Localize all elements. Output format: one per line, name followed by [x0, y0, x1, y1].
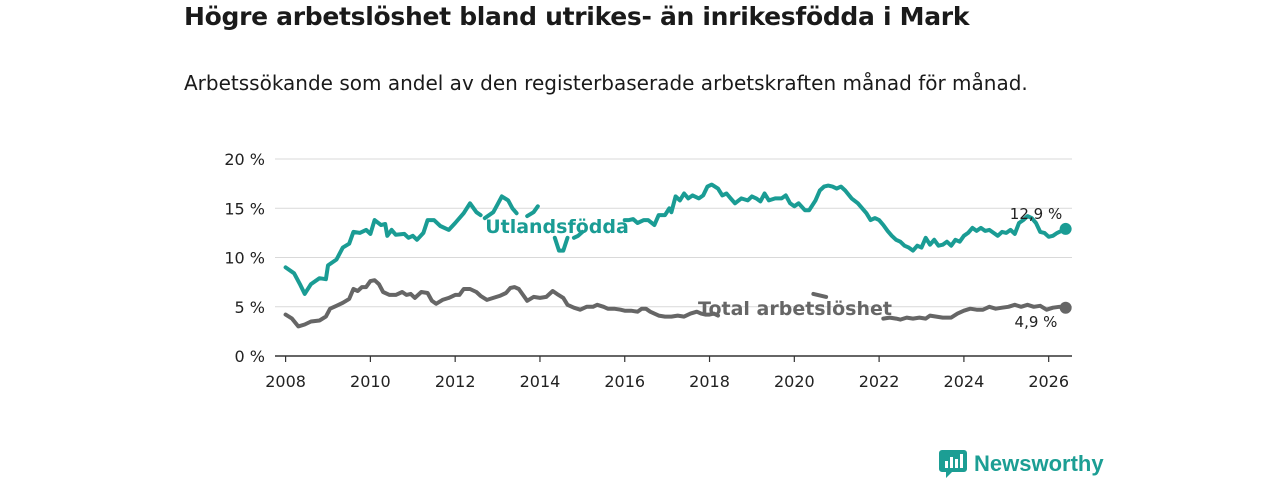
- series-line-utlandsfodda: [283, 182, 1068, 296]
- x-tick-label: 2022: [859, 372, 900, 391]
- x-tick-label: 2014: [520, 372, 561, 391]
- end-label-total: 4,9 %: [1015, 313, 1058, 331]
- x-tick-label: 2012: [435, 372, 476, 391]
- end-label-utlandsfodda: 12,9 %: [1010, 205, 1062, 223]
- x-tick-label: 2010: [350, 372, 391, 391]
- x-tick-label: 2008: [265, 372, 306, 391]
- series-end-point-utlandsfodda: [1059, 222, 1072, 235]
- y-tick-label: 5 %: [235, 298, 265, 317]
- chart-title: Högre arbetslöshet bland utrikes- än inr…: [184, 2, 970, 31]
- y-tick-label: 15 %: [224, 199, 265, 218]
- y-tick-label: 0 %: [235, 347, 265, 366]
- x-tick-label: 2018: [689, 372, 730, 391]
- y-tick-label: 20 %: [224, 150, 265, 169]
- series-label-total: Total arbetslöshet: [698, 298, 892, 320]
- x-tick-label: 2016: [604, 372, 645, 391]
- x-tick-label: 2024: [944, 372, 985, 391]
- series-label-utlandsfodda: Utlandsfödda: [485, 216, 629, 238]
- x-tick-label: 2026: [1028, 372, 1069, 391]
- series-line-total: [283, 278, 1068, 329]
- newsworthy-logo-icon: [939, 450, 967, 478]
- brand-name: Newsworthy: [974, 451, 1104, 476]
- y-tick-label: 10 %: [224, 249, 265, 268]
- x-tick-label: 2020: [774, 372, 815, 391]
- brand-logo: Newsworthy: [938, 448, 1104, 480]
- chart-subtitle: Arbetssökande som andel av den registerb…: [184, 71, 1028, 95]
- series-end-point-total: [1059, 301, 1072, 314]
